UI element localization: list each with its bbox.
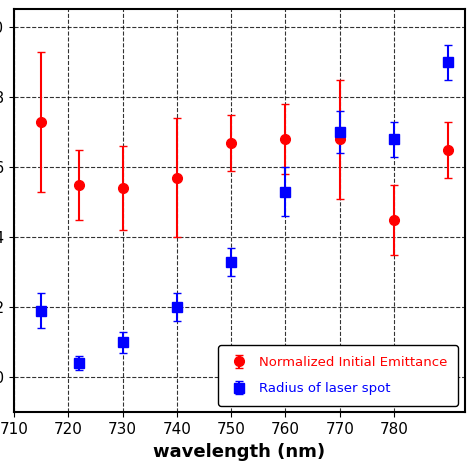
Legend: Normalized Initial Emittance, Radius of laser spot: Normalized Initial Emittance, Radius of … <box>218 346 458 406</box>
X-axis label: wavelength (nm): wavelength (nm) <box>153 443 326 461</box>
